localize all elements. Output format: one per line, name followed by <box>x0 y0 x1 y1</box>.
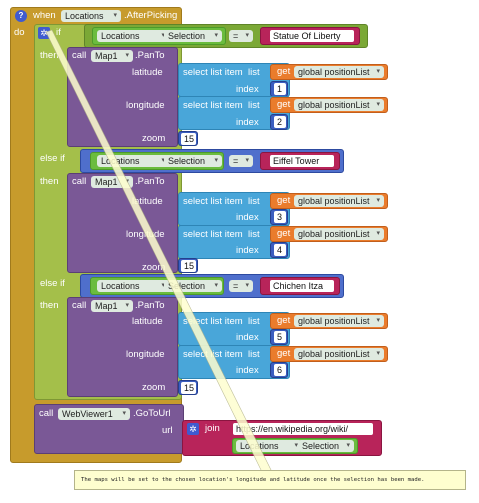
event-component-dropdown[interactable]: Locations ▾ <box>61 10 121 22</box>
then-label-3: then <box>40 300 59 311</box>
pan-to-label-1: .PanTo <box>135 50 165 61</box>
list-label: list <box>248 67 260 78</box>
url-prefix-text[interactable]: https://en.wikipedia.org/wiki/ <box>233 423 373 435</box>
call-label-1: call <box>72 50 87 61</box>
get-label: get <box>277 99 291 110</box>
gear-icon[interactable]: ✲ <box>38 27 50 39</box>
variable-dropdown-2a[interactable]: global positionList ▾ <box>294 195 384 207</box>
gear-icon[interactable]: ✲ <box>187 423 199 435</box>
variable-dropdown-1b[interactable]: global positionList ▾ <box>294 99 384 111</box>
get-label: get <box>277 315 291 326</box>
list-label: list <box>248 229 260 240</box>
index-value-2b[interactable]: 4 <box>274 244 286 256</box>
index-label: index <box>236 84 259 95</box>
list-label: list <box>248 316 260 327</box>
then-label-2: then <box>40 176 59 187</box>
index-value-3a[interactable]: 5 <box>274 331 286 343</box>
zoom-label-1: zoom <box>142 133 166 144</box>
call-label-3: call <box>72 300 87 311</box>
go-to-url-label: .GoToUrl <box>133 408 171 419</box>
text-value-2[interactable]: Eiffel Tower <box>270 155 334 167</box>
map-dropdown-3[interactable]: Map1 ▾ <box>91 300 133 312</box>
selection-dropdown-2[interactable]: Selection ▾ <box>164 155 222 167</box>
select-list-item-label: select list item <box>183 196 243 207</box>
variable-dropdown-3b[interactable]: global positionList ▾ <box>294 348 384 360</box>
list-label: list <box>248 196 260 207</box>
zoom-label-3: zoom <box>142 382 166 393</box>
join-label: join <box>205 423 220 434</box>
variable-dropdown-1a[interactable]: global positionList ▾ <box>294 66 384 78</box>
selection-dropdown-1[interactable]: Selection ▾ <box>164 30 222 42</box>
latitude-label-2: latitude <box>132 196 163 207</box>
locations-dropdown-3[interactable]: Locations▾ <box>97 280 169 292</box>
pan-to-label-3: .PanTo <box>135 300 165 311</box>
zoom-label-2: zoom <box>142 262 166 273</box>
variable-dropdown-3a[interactable]: global positionList ▾ <box>294 315 384 327</box>
index-label: index <box>236 245 259 256</box>
get-label: get <box>277 66 291 77</box>
do-label: do <box>14 27 25 38</box>
call-label-url: call <box>39 408 54 419</box>
longitude-label-3: longitude <box>126 349 165 360</box>
then-label-1: then <box>40 50 59 61</box>
index-value-1a[interactable]: 1 <box>274 83 286 95</box>
comment-bubble[interactable]: The maps will be set to the chosen locat… <box>74 470 466 490</box>
latitude-label-3: latitude <box>132 316 163 327</box>
equals-dropdown-2[interactable]: = ▾ <box>229 155 253 167</box>
text-value-1[interactable]: Statue Of Liberty <box>270 30 354 42</box>
get-label: get <box>277 348 291 359</box>
get-label: get <box>277 228 291 239</box>
index-label: index <box>236 332 259 343</box>
zoom-value-1[interactable]: 15 <box>181 133 196 145</box>
question-icon[interactable]: ? <box>15 10 27 22</box>
zoom-value-2[interactable]: 15 <box>181 260 196 272</box>
equals-dropdown-3[interactable]: = ▾ <box>229 280 253 292</box>
select-list-item-label: select list item <box>183 67 243 78</box>
pan-to-block-3[interactable] <box>67 297 178 397</box>
map-dropdown-1[interactable]: Map1 ▾ <box>91 50 133 62</box>
get-label: get <box>277 195 291 206</box>
pan-to-label-2: .PanTo <box>135 176 165 187</box>
else-if-label-3: else if <box>40 278 65 289</box>
index-value-3b[interactable]: 6 <box>274 364 286 376</box>
locations-dropdown-1[interactable]: Locations▾ <box>97 30 169 42</box>
index-label: index <box>236 212 259 223</box>
select-list-item-label: select list item <box>183 229 243 240</box>
longitude-label-1: longitude <box>126 100 165 111</box>
zoom-value-3[interactable]: 15 <box>181 382 196 394</box>
text-value-3[interactable]: Chichen Itza <box>270 280 334 292</box>
index-label: index <box>236 365 259 376</box>
index-label: index <box>236 117 259 128</box>
variable-dropdown-2b[interactable]: global positionList ▾ <box>294 228 384 240</box>
latitude-label-1: latitude <box>132 67 163 78</box>
list-label: list <box>248 349 260 360</box>
selection-dropdown-url[interactable]: Selection ▾ <box>298 440 354 452</box>
equals-dropdown-1[interactable]: = ▾ <box>229 30 253 42</box>
list-label: list <box>248 100 260 111</box>
select-list-item-label: select list item <box>183 316 243 327</box>
url-label: url <box>162 425 173 436</box>
if-label: if <box>56 27 61 38</box>
event-name-label: .AfterPicking <box>124 10 178 21</box>
else-if-label-2: else if <box>40 153 65 164</box>
when-label: when <box>33 10 56 21</box>
call-label-2: call <box>72 176 87 187</box>
select-list-item-label: select list item <box>183 100 243 111</box>
index-value-2a[interactable]: 3 <box>274 211 286 223</box>
index-value-1b[interactable]: 2 <box>274 116 286 128</box>
webviewer-dropdown[interactable]: WebViewer1 ▾ <box>58 408 130 420</box>
